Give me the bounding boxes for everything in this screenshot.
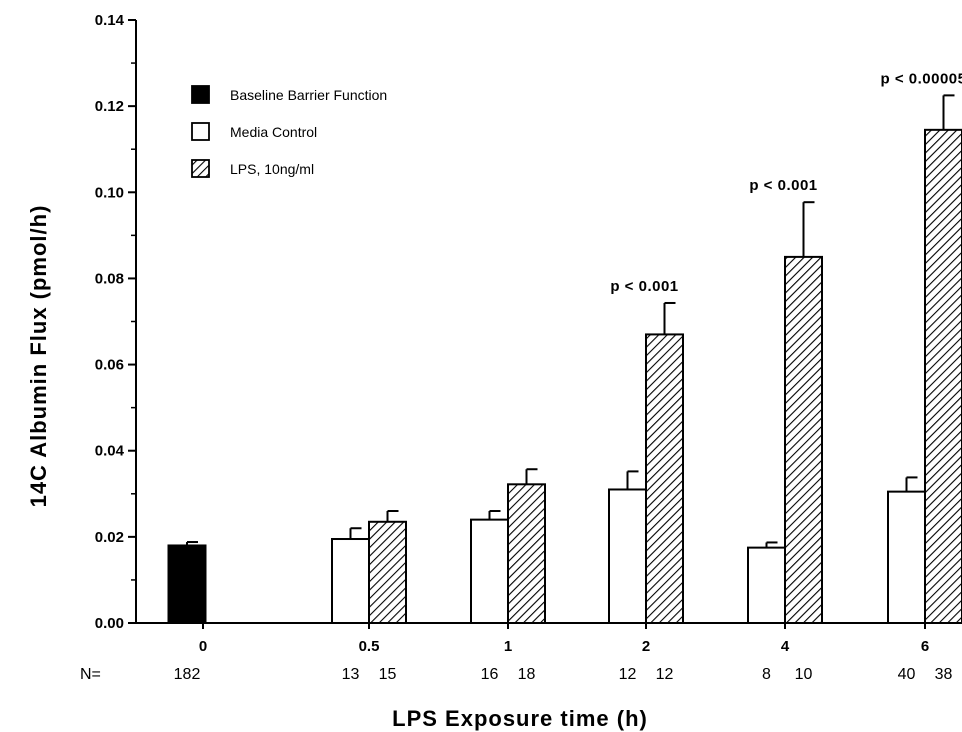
n-label: 182 [174,666,201,683]
bar-solid [167,544,207,625]
bars [167,128,962,625]
n-label: 16 [481,666,499,683]
bar-open [470,518,509,625]
legend-label: Media Control [230,124,317,140]
p-value-annotation: p < 0.001 [749,177,817,194]
legend-swatch-solid [191,85,210,104]
n-label: 12 [656,666,674,683]
y-tick-label: 0.00 [95,615,124,632]
y-tick-label: 0.12 [95,98,124,115]
bar-open [887,490,926,624]
bar-open [747,546,786,624]
x-tick-label: 2 [642,638,650,655]
n-label: 40 [898,666,916,683]
y-tick-label: 0.02 [95,529,124,546]
legend-label: LPS, 10ng/ml [230,161,314,177]
bar-hatched [645,333,684,624]
bar-hatched [507,483,546,624]
legend-swatch-open [191,122,210,141]
bar-hatched [368,520,407,625]
error-bars [186,94,955,548]
n-label: 15 [379,666,397,683]
annotations: p < 0.001 p < 0.001 p < 0.00005 [610,70,962,295]
n-label: 18 [518,666,536,683]
y-tick-label: 0.14 [95,12,125,29]
legend-swatch-hatched [191,159,210,178]
n-label: 13 [342,666,360,683]
y-tick-label: 0.10 [95,184,124,201]
n-prefix: N= [80,666,101,683]
sample-size-labels: 182 13 15 16 18 12 12 8 10 40 38 N= [80,666,953,683]
x-tick-label: 0.5 [359,638,380,655]
axes: 0.00 0.02 0.04 0.06 0.08 0.10 0.12 0.14 0 0.5 1 2 4 6 [95,12,960,655]
n-label: 8 [762,666,771,683]
n-label: 38 [935,666,953,683]
y-tick-label: 0.04 [95,443,125,460]
p-value-annotation: p < 0.00005 [881,70,962,87]
legend: Baseline Barrier Function Media Control LP… [191,85,387,178]
n-label: 12 [619,666,637,683]
x-tick-label: 1 [504,638,512,655]
y-tick-label: 0.06 [95,357,124,374]
bar-hatched [924,128,962,624]
n-label: 10 [795,666,813,683]
legend-label: Baseline Barrier Function [230,87,387,103]
x-tick-label: 4 [781,638,790,655]
y-axis-title: 14C Albumin Flux (pmol/h) [26,205,51,508]
p-value-annotation: p < 0.001 [610,278,678,295]
y-tick-label: 0.08 [95,270,124,287]
x-axis-title: LPS Exposure time (h) [392,706,648,731]
x-tick-label: 6 [921,638,929,655]
bar-open [608,488,647,624]
bar-hatched [784,255,823,624]
bar-open [331,538,370,625]
x-tick-label: 0 [199,638,207,655]
